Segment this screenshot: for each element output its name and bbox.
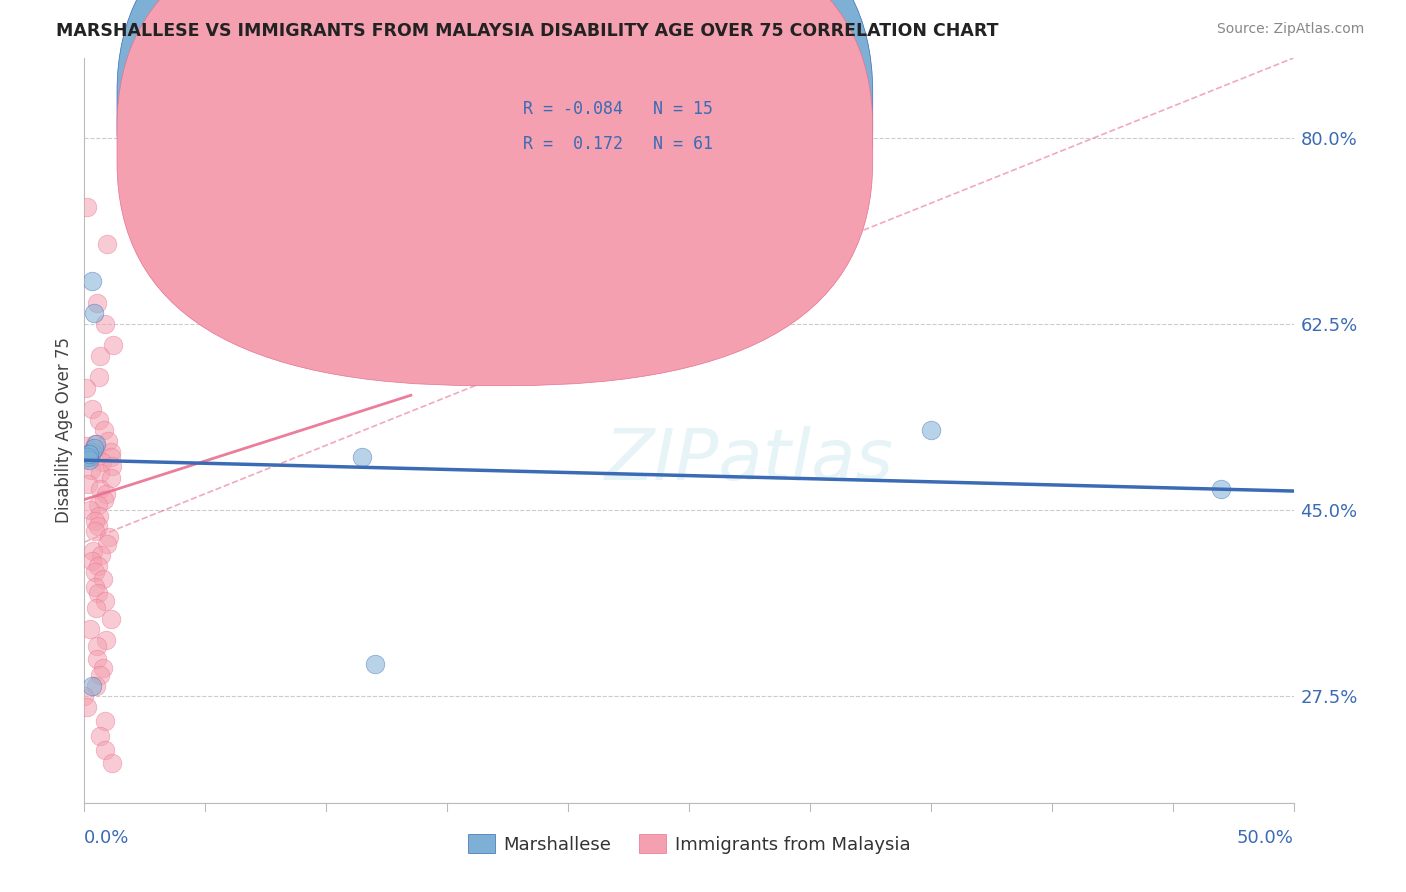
- Text: MARSHALLESE VS IMMIGRANTS FROM MALAYSIA DISABILITY AGE OVER 75 CORRELATION CHART: MARSHALLESE VS IMMIGRANTS FROM MALAYSIA …: [56, 22, 998, 40]
- Point: [97, 434, 120, 448]
- Point: [101, 458, 124, 473]
- Point: [80, 444, 103, 458]
- Point: [83, 442, 105, 456]
- Point: [94, 714, 117, 728]
- Point: [73, 690, 96, 704]
- Text: R =  0.172   N = 61: R = 0.172 N = 61: [523, 135, 713, 153]
- Point: [96, 237, 118, 252]
- FancyBboxPatch shape: [117, 0, 873, 351]
- Point: [75, 452, 97, 467]
- Point: [96, 537, 118, 551]
- Point: [77, 453, 100, 467]
- FancyBboxPatch shape: [453, 77, 755, 181]
- Point: [82, 554, 104, 568]
- Point: [101, 338, 124, 352]
- Point: [87, 413, 110, 427]
- Y-axis label: Disability Age Over 75: Disability Age Over 75: [55, 337, 73, 524]
- Point: [86, 640, 108, 654]
- Point: [86, 601, 108, 615]
- Point: [84, 580, 107, 594]
- Point: [84, 524, 107, 539]
- Text: ZIPatlas: ZIPatlas: [605, 425, 894, 495]
- Point: [87, 508, 110, 523]
- Point: [97, 530, 120, 544]
- Point: [87, 498, 110, 512]
- Point: [84, 514, 107, 528]
- Point: [83, 306, 105, 320]
- Point: [82, 543, 104, 558]
- Text: Source: ZipAtlas.com: Source: ZipAtlas.com: [1216, 22, 1364, 37]
- Point: [100, 612, 122, 626]
- Point: [77, 476, 100, 491]
- Point: [79, 503, 101, 517]
- Point: [100, 471, 122, 485]
- Point: [100, 450, 122, 464]
- Point: [77, 447, 100, 461]
- Point: [89, 466, 111, 480]
- Point: [93, 492, 115, 507]
- Point: [363, 657, 385, 672]
- Point: [86, 450, 108, 464]
- Point: [86, 437, 108, 451]
- Legend: Marshallese, Immigrants from Malaysia: Marshallese, Immigrants from Malaysia: [460, 827, 918, 861]
- Point: [86, 295, 108, 310]
- Point: [90, 548, 112, 562]
- Point: [86, 586, 108, 600]
- Point: [91, 661, 114, 675]
- Point: [87, 370, 110, 384]
- Point: [920, 423, 942, 437]
- Point: [76, 200, 98, 214]
- Point: [363, 306, 385, 320]
- Point: [82, 442, 104, 457]
- Point: [75, 381, 97, 395]
- Point: [80, 463, 103, 477]
- Point: [94, 487, 117, 501]
- Text: 0.0%: 0.0%: [84, 830, 129, 847]
- Point: [83, 565, 105, 579]
- Point: [89, 729, 111, 743]
- Point: [77, 450, 100, 464]
- FancyBboxPatch shape: [117, 0, 873, 385]
- Point: [1209, 482, 1232, 496]
- Point: [100, 444, 122, 458]
- Text: R = -0.084   N = 15: R = -0.084 N = 15: [523, 100, 713, 118]
- Point: [93, 742, 115, 756]
- Point: [76, 450, 98, 464]
- Point: [352, 450, 374, 464]
- Point: [86, 679, 108, 693]
- Point: [79, 623, 101, 637]
- Point: [93, 573, 115, 587]
- Point: [89, 349, 111, 363]
- Point: [94, 593, 117, 607]
- Point: [94, 632, 117, 647]
- Point: [89, 668, 111, 682]
- Point: [84, 437, 107, 451]
- Point: [101, 756, 124, 771]
- Point: [86, 558, 108, 573]
- Point: [79, 447, 101, 461]
- Point: [80, 274, 103, 288]
- Point: [93, 423, 115, 437]
- Point: [82, 402, 104, 417]
- Text: 50.0%: 50.0%: [1237, 830, 1294, 847]
- Point: [90, 455, 112, 469]
- Point: [75, 439, 97, 453]
- Point: [89, 482, 111, 496]
- Point: [80, 679, 103, 693]
- Point: [86, 652, 108, 666]
- Point: [87, 519, 110, 533]
- Point: [76, 700, 98, 714]
- Point: [94, 317, 117, 331]
